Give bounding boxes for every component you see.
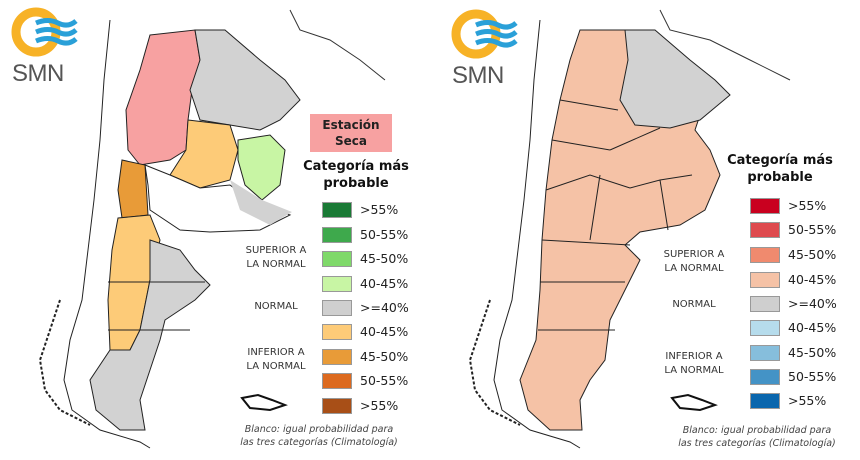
legend-swatch	[750, 369, 780, 385]
category-superior-label: SUPERIOR A LA NORMAL	[236, 244, 316, 272]
legend-label: 40-45%	[788, 272, 837, 287]
category-superior-line2: LA NORMAL	[664, 263, 724, 274]
category-superior-line1: SUPERIOR A	[663, 249, 725, 260]
legend-title: Categoría más probable	[296, 158, 416, 192]
legend-footnote: Blanco: igual probabilidad para las tres…	[662, 424, 852, 450]
season-badge-line1: Estación	[322, 118, 380, 132]
legend-swatch	[322, 398, 352, 414]
legend-label: 40-45%	[360, 276, 409, 291]
legend-swatch	[750, 272, 780, 288]
category-inferior-label: INFERIOR A LA NORMAL	[236, 346, 316, 374]
legend-swatch	[750, 296, 780, 312]
legend-swatch	[750, 247, 780, 263]
legend-label: 50-55%	[360, 373, 409, 388]
footnote-line1: Blanco: igual probabilidad para	[244, 424, 394, 435]
left-forecast-panel: SMN Estación Seca Categoría más probable…	[8, 6, 416, 449]
legend-swatch	[750, 345, 780, 361]
legend-swatch	[750, 222, 780, 238]
legend-swatch	[750, 320, 780, 336]
category-superior-label: SUPERIOR A LA NORMAL	[654, 248, 734, 276]
argentina-map-right	[468, 9, 791, 449]
legend-label: >=40%	[360, 300, 409, 315]
legend-footnote: Blanco: igual probabilidad para las tres…	[224, 423, 414, 449]
legend-label: 40-45%	[788, 320, 837, 335]
legend-label: 40-45%	[360, 324, 409, 339]
right-forecast-panel: SMN Categoría más probable SUPERIOR A LA…	[430, 0, 860, 460]
legend-label: 45-50%	[788, 345, 837, 360]
category-normal-label: NORMAL	[254, 301, 298, 312]
legend-label: 45-50%	[788, 247, 837, 262]
legend-swatch	[322, 373, 352, 389]
footnote-line1: Blanco: igual probabilidad para	[682, 425, 832, 436]
legend-title: Categoría más probable	[720, 152, 840, 186]
legend-label: >55%	[788, 198, 827, 213]
legend-swatch	[322, 251, 352, 267]
legend-swatch	[322, 227, 352, 243]
footnote-line2: las tres categorías (Climatología)	[678, 438, 836, 449]
category-superior-line2: LA NORMAL	[246, 259, 306, 270]
legend-swatch	[750, 393, 780, 409]
smn-logo-text: SMN	[452, 62, 504, 89]
legend-title-line1: Categoría más	[303, 159, 409, 174]
smn-logo: SMN	[448, 8, 518, 89]
legend-title-line2: probable	[323, 176, 389, 191]
category-superior-line1: SUPERIOR A	[245, 245, 307, 256]
footnote-line2: las tres categorías (Climatología)	[240, 437, 398, 448]
legend-label: >55%	[360, 398, 399, 413]
legend-label: 45-50%	[360, 349, 409, 364]
legend-label: 50-55%	[788, 369, 837, 384]
smn-logo-icon	[451, 9, 518, 59]
category-normal-label: NORMAL	[672, 299, 716, 310]
legend-label: >55%	[360, 202, 399, 217]
legend-label: >55%	[788, 393, 827, 408]
category-inferior-line1: INFERIOR A	[665, 351, 723, 362]
smn-logo-text: SMN	[12, 60, 64, 87]
legend-swatch	[322, 202, 352, 218]
legend-swatch	[322, 349, 352, 365]
category-inferior-line2: LA NORMAL	[246, 361, 306, 372]
legend-label: 50-55%	[788, 222, 837, 237]
legend-label: 45-50%	[360, 251, 409, 266]
legend-label: 50-55%	[360, 227, 409, 242]
smn-logo-icon	[11, 7, 78, 57]
legend-swatch	[750, 198, 780, 214]
smn-logo: SMN	[8, 6, 78, 87]
legend-title-line2: probable	[747, 170, 813, 185]
category-inferior-line2: LA NORMAL	[664, 365, 724, 376]
category-inferior-label: INFERIOR A LA NORMAL	[654, 350, 734, 378]
legend-title-line1: Categoría más	[727, 153, 833, 168]
season-badge: Estación Seca	[310, 114, 392, 152]
argentina-map-left	[38, 9, 386, 449]
category-inferior-line1: INFERIOR A	[247, 347, 305, 358]
season-badge-line2: Seca	[335, 134, 367, 148]
legend-swatch	[322, 324, 352, 340]
legend-swatch	[322, 276, 352, 292]
legend-swatch	[322, 300, 352, 316]
legend-label: >=40%	[788, 296, 837, 311]
